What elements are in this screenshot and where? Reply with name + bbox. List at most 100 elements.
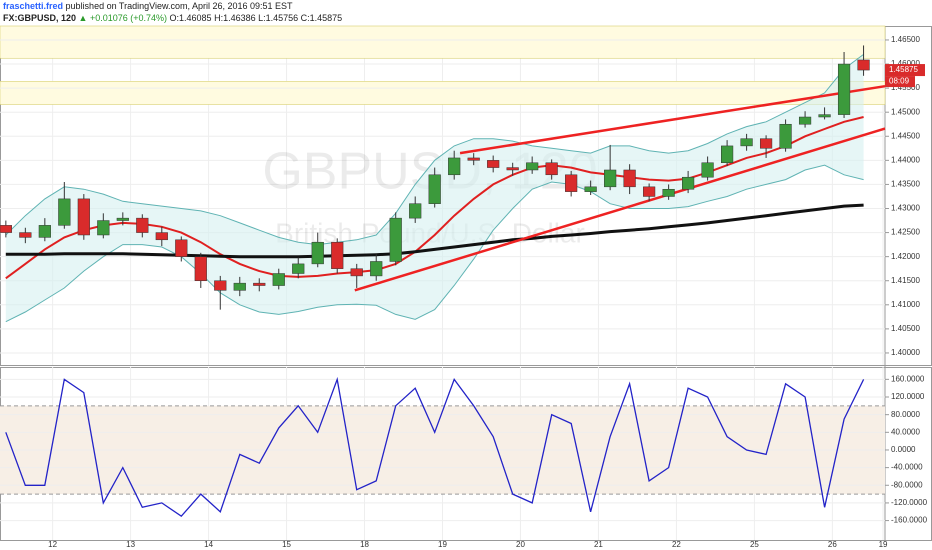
candle-body [272, 273, 285, 286]
trendline [459, 84, 886, 155]
candle-body [623, 169, 636, 188]
header: fraschetti.fred published on TradingView… [0, 0, 932, 26]
y-tick-label: -40.0000 [891, 463, 923, 472]
y-tick-label: -120.0000 [891, 498, 928, 507]
candle-body [837, 63, 851, 115]
candle-body [487, 160, 500, 168]
published: published on TradingView.com, April 26, … [65, 1, 293, 11]
candle-body [682, 176, 695, 190]
candle-body [818, 114, 831, 118]
candle-body [253, 282, 266, 286]
candle-body [857, 59, 870, 71]
candle-body [38, 225, 51, 238]
candle-body [214, 280, 227, 291]
y-tick-label: 1.45500 [891, 83, 920, 92]
x-tick-label: 18 [360, 540, 369, 549]
candle-body [370, 261, 383, 277]
candle-body [662, 188, 675, 197]
price-label: 1.45875 [889, 65, 918, 74]
candle-body [331, 241, 344, 269]
candle-body [643, 186, 656, 197]
candle-body [759, 138, 773, 149]
candle-body [604, 169, 617, 188]
candle-body [545, 162, 558, 176]
author[interactable]: fraschetti.fred [3, 1, 64, 11]
band-upper [5, 53, 864, 246]
trendline [354, 127, 886, 292]
candle-body [175, 239, 188, 257]
y-tick-label: -160.0000 [891, 516, 928, 525]
candle-body [97, 220, 110, 236]
zone [0, 25, 886, 59]
x-tick-label: 22 [672, 540, 681, 549]
x-tick-label: 13 [126, 540, 135, 549]
y-tick-label: 1.41500 [891, 276, 920, 285]
candle-body [116, 217, 129, 221]
candle-body [526, 162, 539, 171]
candle-body [701, 162, 714, 178]
candle-body [233, 282, 246, 291]
x-tick-label: 20 [516, 540, 525, 549]
x-tick-label: 25 [750, 540, 759, 549]
candle-body [740, 138, 753, 147]
countdown: 08:09 [889, 77, 910, 86]
candle-body [0, 225, 12, 233]
y-tick-label: 1.42500 [891, 228, 920, 237]
ohlc: O:1.46085 H:1.46386 L:1.45756 C:1.45875 [169, 13, 343, 23]
candle-body [428, 174, 441, 204]
y-tick-label: 1.42000 [891, 252, 920, 261]
y-tick-label: 1.46500 [891, 35, 920, 44]
y-tick-label: 160.0000 [891, 374, 925, 383]
candle-body [565, 174, 578, 192]
candle-body [584, 186, 597, 192]
y-tick-label: 1.40500 [891, 324, 920, 333]
candle-body [194, 256, 207, 281]
x-tick-label: 21 [594, 540, 603, 549]
candle-body [389, 217, 402, 262]
moving-average [5, 203, 864, 259]
x-tick-label: 14 [204, 540, 213, 549]
price-box [885, 64, 925, 77]
candle-body [779, 123, 792, 149]
y-tick-label: 1.46000 [891, 59, 920, 68]
countdown-box [885, 76, 915, 88]
candle-body [311, 241, 324, 265]
y-tick-label: 1.43500 [891, 180, 920, 189]
candle-body [409, 203, 422, 219]
band-lower [5, 164, 864, 323]
y-tick-label: 1.45000 [891, 107, 920, 116]
y-tick-label: 1.41000 [891, 300, 920, 309]
publish-line: fraschetti.fred published on TradingView… [0, 0, 932, 12]
zone [0, 81, 886, 105]
y-tick-label: -80.0000 [891, 480, 923, 489]
x-tick-label: 12 [48, 540, 57, 549]
y-tick-label: 80.0000 [891, 410, 920, 419]
candle-body [77, 198, 90, 236]
y-tick-label: 40.0000 [891, 427, 920, 436]
candle-body [136, 217, 149, 233]
symbol-line: FX:GBPUSD, 120 ▲ +0.01076 (+0.74%) O:1.4… [0, 12, 932, 24]
y-tick-label: 1.43000 [891, 204, 920, 213]
candle-body [467, 157, 480, 161]
candle-body [58, 198, 71, 226]
x-tick-label: 19 [879, 540, 888, 549]
y-tick-label: 1.44500 [891, 131, 920, 140]
y-tick-label: 1.44000 [891, 155, 920, 164]
moving-average [5, 116, 864, 280]
candle-body [350, 268, 363, 277]
candle-body [19, 232, 32, 238]
candle-body [155, 232, 168, 241]
x-tick-label: 26 [828, 540, 837, 549]
candle-body [721, 145, 734, 164]
x-tick-label: 19 [438, 540, 447, 549]
y-tick-label: 0.0000 [891, 445, 916, 454]
candle-body [292, 263, 305, 274]
x-tick-label: 15 [282, 540, 291, 549]
candle-body [506, 167, 519, 171]
y-tick-label: 1.40000 [891, 348, 920, 357]
oscillator-line [5, 376, 865, 518]
candle-body [448, 157, 461, 176]
symbol: FX:GBPUSD, 120 [3, 13, 77, 23]
